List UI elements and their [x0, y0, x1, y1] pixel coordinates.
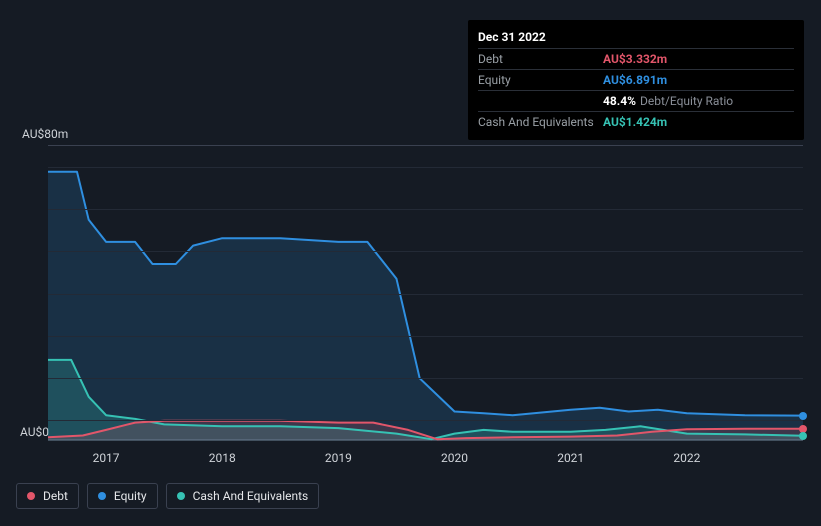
chart-gridline: [48, 167, 803, 168]
tooltip-date: Dec 31 2022: [478, 28, 794, 48]
equity-area: [48, 172, 803, 441]
tooltip-ratio-value: 48.4%: [603, 94, 636, 108]
chart-gridline: [48, 294, 803, 295]
x-axis-label: 2020: [441, 451, 468, 465]
tooltip-row: EquityAU$6.891m: [478, 69, 794, 90]
x-axis-label: 2018: [209, 451, 236, 465]
legend-item-debt[interactable]: Debt: [16, 483, 79, 509]
legend-item-label: Cash And Equivalents: [193, 489, 309, 503]
legend-dot-icon: [98, 492, 106, 500]
chart-tooltip: Dec 31 2022 DebtAU$3.332mEquityAU$6.891m…: [468, 20, 804, 140]
cash-end-dot: [799, 432, 807, 440]
legend-dot-icon: [27, 492, 35, 500]
y-axis-zero-label: AU$0: [20, 425, 49, 439]
chart-gridline: [48, 378, 803, 379]
y-axis-max-label: AU$80m: [22, 127, 68, 141]
tooltip-row-value: AU$6.891m: [603, 71, 667, 89]
tooltip-row-value: AU$3.332m: [603, 50, 667, 68]
x-axis-label: 2022: [673, 451, 700, 465]
legend-item-cash-and-equivalents[interactable]: Cash And Equivalents: [166, 483, 320, 509]
tooltip-row: DebtAU$3.332m: [478, 48, 794, 69]
chart-gridline: [48, 251, 803, 252]
legend-dot-icon: [177, 492, 185, 500]
x-axis-label: 2021: [557, 451, 584, 465]
tooltip-row-value: AU$1.424m: [603, 113, 667, 131]
tooltip-ratio-label: Debt/Equity Ratio: [640, 94, 733, 108]
chart-plot-area: [48, 145, 803, 440]
chart-gridline: [48, 209, 803, 210]
legend-item-equity[interactable]: Equity: [87, 483, 158, 509]
chart-legend: Debt Equity Cash And Equivalents: [16, 483, 319, 509]
x-axis-label: 2017: [93, 451, 120, 465]
chart-gridline: [48, 336, 803, 337]
legend-item-label: Debt: [43, 489, 68, 503]
chart-gridline: [48, 420, 803, 421]
tooltip-row: Cash And EquivalentsAU$1.424m: [478, 111, 794, 132]
tooltip-row-label: Debt: [478, 50, 603, 68]
legend-item-label: Equity: [114, 489, 147, 503]
equity-end-dot: [799, 412, 807, 420]
tooltip-row-label: Cash And Equivalents: [478, 113, 603, 131]
tooltip-row-label: [478, 92, 603, 110]
tooltip-row: 48.4% Debt/Equity Ratio: [478, 90, 794, 111]
x-axis-label: 2019: [325, 451, 352, 465]
tooltip-row-label: Equity: [478, 71, 603, 89]
